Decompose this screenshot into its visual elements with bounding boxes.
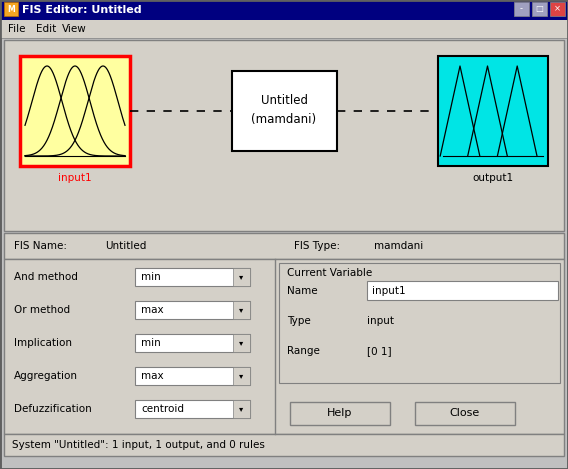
Bar bbox=[4, 434, 564, 456]
Text: input1: input1 bbox=[58, 173, 92, 183]
Text: mamdani: mamdani bbox=[374, 241, 423, 251]
Bar bbox=[514, 2, 529, 16]
Text: Edit: Edit bbox=[36, 24, 56, 34]
Bar bbox=[135, 301, 250, 319]
Text: FIS Editor: Untitled: FIS Editor: Untitled bbox=[22, 5, 141, 15]
Text: M: M bbox=[7, 5, 15, 14]
Bar bbox=[438, 56, 548, 166]
Text: System "Untitled": 1 input, 1 output, and 0 rules: System "Untitled": 1 input, 1 output, an… bbox=[12, 440, 265, 450]
Bar bbox=[135, 367, 250, 385]
Bar bbox=[550, 2, 565, 16]
Text: (mamdani): (mamdani) bbox=[252, 113, 316, 126]
Bar bbox=[233, 334, 250, 352]
Bar bbox=[4, 40, 564, 231]
Text: centroid: centroid bbox=[141, 404, 184, 414]
Text: ▾: ▾ bbox=[239, 371, 244, 380]
Text: Type: Type bbox=[287, 316, 311, 326]
Text: □: □ bbox=[536, 5, 544, 14]
Text: Current Variable: Current Variable bbox=[287, 268, 372, 278]
Text: min: min bbox=[141, 272, 161, 282]
Text: ▾: ▾ bbox=[239, 272, 244, 281]
Bar bbox=[290, 402, 390, 425]
Text: [0 1]: [0 1] bbox=[367, 346, 391, 356]
Text: View: View bbox=[62, 24, 87, 34]
Text: FIS Name:: FIS Name: bbox=[14, 241, 67, 251]
Bar bbox=[135, 400, 250, 418]
Bar bbox=[279, 263, 560, 383]
Text: ▾: ▾ bbox=[239, 404, 244, 413]
Text: input1: input1 bbox=[372, 286, 406, 296]
Text: ▾: ▾ bbox=[239, 305, 244, 314]
Text: Help: Help bbox=[327, 408, 353, 418]
Bar bbox=[0, 0, 568, 20]
Bar bbox=[4, 259, 564, 434]
Bar bbox=[415, 402, 515, 425]
Bar bbox=[233, 367, 250, 385]
Text: Aggregation: Aggregation bbox=[14, 371, 78, 381]
Text: ▾: ▾ bbox=[239, 339, 244, 348]
Text: max: max bbox=[141, 371, 164, 381]
Text: Untitled: Untitled bbox=[105, 241, 147, 251]
Bar bbox=[532, 2, 547, 16]
Text: Or method: Or method bbox=[14, 305, 70, 315]
Bar bbox=[0, 20, 568, 38]
Bar bbox=[20, 56, 130, 166]
Bar bbox=[367, 281, 558, 300]
Text: Defuzzification: Defuzzification bbox=[14, 404, 92, 414]
Text: FIS Type:: FIS Type: bbox=[294, 241, 340, 251]
Text: Untitled: Untitled bbox=[261, 94, 307, 107]
Text: File: File bbox=[8, 24, 26, 34]
Text: Implication: Implication bbox=[14, 338, 72, 348]
Text: min: min bbox=[141, 338, 161, 348]
Bar bbox=[232, 71, 336, 151]
Bar bbox=[4, 233, 564, 259]
Text: Range: Range bbox=[287, 346, 320, 356]
Text: output1: output1 bbox=[473, 173, 513, 183]
Bar bbox=[4, 2, 18, 16]
Text: -: - bbox=[520, 5, 523, 14]
Text: input: input bbox=[367, 316, 394, 326]
Bar bbox=[233, 301, 250, 319]
Text: max: max bbox=[141, 305, 164, 315]
Bar bbox=[135, 334, 250, 352]
Text: Close: Close bbox=[450, 408, 480, 418]
Text: Name: Name bbox=[287, 286, 318, 296]
Text: And method: And method bbox=[14, 272, 78, 282]
Bar bbox=[233, 268, 250, 286]
Bar bbox=[233, 400, 250, 418]
Bar bbox=[135, 268, 250, 286]
Text: ×: × bbox=[554, 5, 561, 14]
